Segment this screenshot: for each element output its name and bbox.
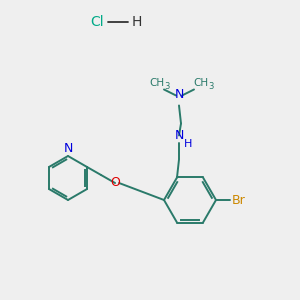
Text: H: H	[184, 140, 192, 149]
Text: 3: 3	[208, 82, 214, 91]
Text: Br: Br	[232, 194, 246, 206]
Text: 3: 3	[164, 82, 170, 91]
Text: N: N	[63, 142, 73, 154]
Text: N: N	[174, 130, 184, 142]
Text: CH: CH	[149, 79, 165, 88]
Text: Cl: Cl	[90, 15, 104, 29]
Text: CH: CH	[194, 79, 208, 88]
Text: H: H	[132, 15, 142, 29]
Text: N: N	[174, 88, 184, 101]
Text: O: O	[110, 176, 120, 190]
